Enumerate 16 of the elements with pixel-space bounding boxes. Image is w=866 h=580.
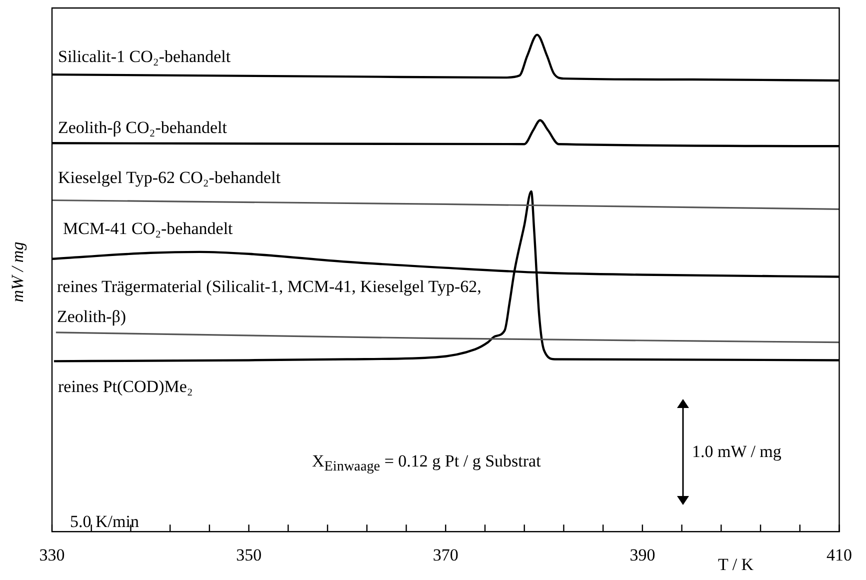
y-axis-title: mW / mg	[7, 242, 28, 302]
x-tick-label: 370	[432, 545, 458, 564]
series-label: Silicalit-1 CO₂-behandelt	[58, 46, 231, 68]
annotation: 5.0 K/min	[70, 511, 139, 533]
series-label: MCM-41 CO₂-behandelt	[63, 218, 233, 240]
annotation: X$_{Einwaage}$ = 0.12 g Pt / g Substrat	[312, 450, 541, 477]
x-tick-label: 410	[826, 545, 852, 564]
x-axis-title: T / K	[718, 554, 754, 576]
annotation: 1.0 mW / mg	[692, 441, 782, 463]
x-tick-label: 350	[236, 545, 262, 564]
series-label: reines Pt(COD)Me₂	[58, 376, 193, 398]
x-tick-label: 390	[630, 545, 656, 564]
series-label: Kieselgel Typ-62 CO₂-behandelt	[58, 167, 281, 189]
series-label: Zeolith-β CO₂-behandelt	[58, 117, 227, 139]
x-tick-label: 330	[39, 545, 65, 564]
series-label: reines Trägermaterial (Silicalit-1, MCM-41, Kieselgel Typ-62, Zeolith-β)	[57, 276, 482, 328]
